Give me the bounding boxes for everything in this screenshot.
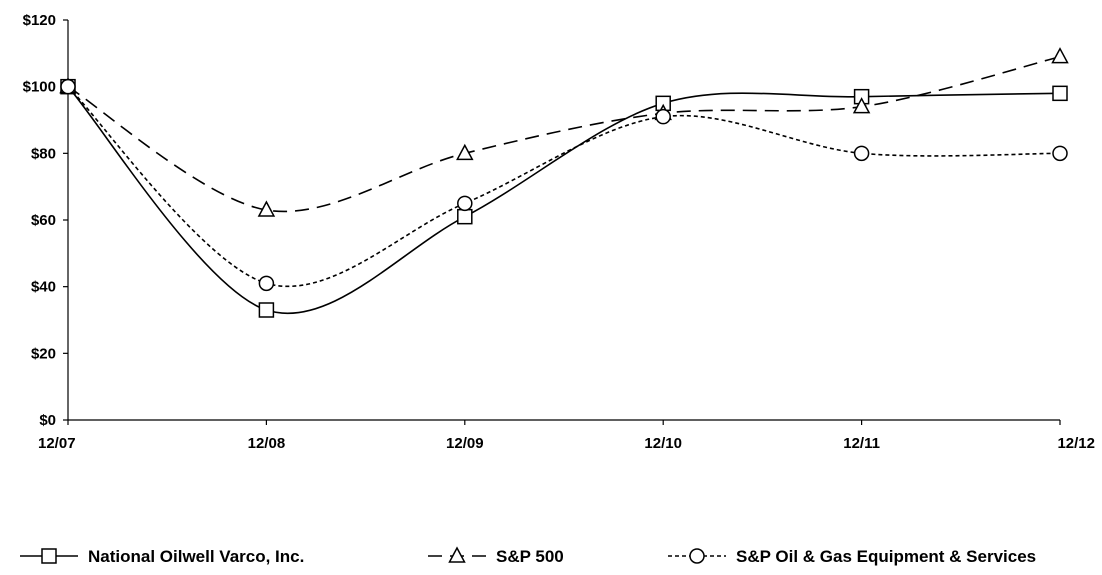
x-tick-label: 12/08 — [248, 435, 286, 452]
data-point-sandp-oil-and-gas-equipment-and-services-3 — [655, 108, 671, 125]
x-tick-label: 12/10 — [644, 435, 682, 452]
legend-label: S&P 500 — [496, 547, 564, 566]
legend-label: National Oilwell Varco, Inc. — [88, 547, 304, 566]
series-line-sandp-oil-and-gas-equipment-and-services — [67, 86, 1061, 288]
data-point-national-oilwell-varco-inc-2 — [457, 208, 473, 225]
legend-marker-triangle — [448, 546, 466, 563]
data-point-sandp-500-2 — [456, 143, 474, 161]
data-point-national-oilwell-varco-inc-5 — [1052, 85, 1068, 102]
legend-item-sandp-oil-and-gas-equipment-and-services: S&P Oil & Gas Equipment & Services — [668, 547, 1036, 566]
axes — [67, 20, 1060, 421]
x-tick-label: 12/12 — [1057, 435, 1095, 452]
data-point-sandp-500-1 — [257, 200, 276, 217]
x-tick-label: 12/11 — [843, 435, 880, 452]
y-tick-label: $100 — [23, 79, 56, 96]
data-point-sandp-oil-and-gas-equipment-and-services-1 — [258, 275, 275, 292]
data-point-sandp-oil-and-gas-equipment-and-services-4 — [853, 145, 870, 162]
y-tick-label: $80 — [31, 145, 56, 162]
x-axis-ticks: 12/07 12/08 12/09 12/10 12/11 12/12 — [38, 420, 1095, 452]
y-tick-label: $120 — [23, 12, 56, 29]
legend-item-sandp-500: S&P 500 — [428, 546, 564, 566]
legend-marker-circle — [689, 548, 705, 564]
y-tick-label: $40 — [31, 279, 56, 296]
data-point-sandp-500-5 — [1051, 47, 1069, 64]
data-point-sandp-oil-and-gas-equipment-and-services-0 — [60, 78, 76, 95]
series-line-national-oilwell-varco-inc — [67, 86, 1061, 315]
data-point-sandp-oil-and-gas-equipment-and-services-5 — [1052, 145, 1068, 162]
series-markers — [59, 47, 1069, 318]
legend: National Oilwell Varco, Inc. S&P 500 S&P O… — [20, 546, 1036, 566]
x-tick-label: 12/07 — [38, 435, 76, 452]
data-point-national-oilwell-varco-inc-1 — [258, 302, 275, 318]
y-tick-label: $20 — [31, 345, 56, 362]
legend-label: S&P Oil & Gas Equipment & Services — [736, 547, 1036, 566]
y-tick-label: $60 — [31, 212, 56, 229]
data-point-sandp-500-4 — [852, 97, 871, 114]
series-line-sandp-500 — [67, 55, 1061, 213]
y-tick-label: $0 — [39, 412, 56, 429]
series-lines — [67, 55, 1061, 315]
legend-item-national-oilwell-varco-inc: National Oilwell Varco, Inc. — [20, 547, 304, 566]
y-axis-ticks: $0 $20 $40 $60 $80 $100 $120 — [23, 12, 68, 429]
data-point-sandp-oil-and-gas-equipment-and-services-2 — [457, 195, 473, 212]
legend-marker-square — [41, 548, 57, 564]
x-tick-label: 12/09 — [446, 435, 484, 452]
